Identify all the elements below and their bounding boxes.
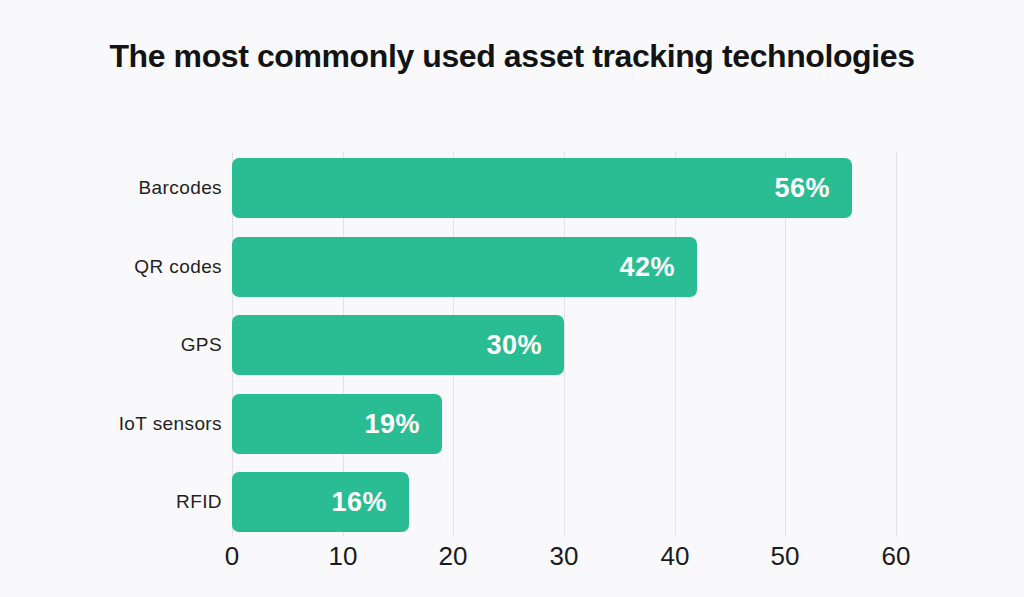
bar: 56% (232, 158, 852, 218)
bar-value-label: 56% (774, 173, 852, 204)
gridline (896, 152, 897, 537)
bar: 16% (232, 472, 409, 532)
bar-value-label: 19% (364, 409, 442, 440)
x-tick-label: 20 (439, 541, 468, 571)
category-label: GPS (0, 315, 222, 375)
category-label: Barcodes (0, 158, 222, 218)
category-label: RFID (0, 472, 222, 532)
bar: 19% (232, 394, 442, 454)
bar-value-label: 42% (619, 252, 697, 283)
bar-value-label: 16% (331, 487, 409, 518)
plot-area: 0 10 20 30 40 50 60 Barcodes 56% QR codes 42% GPS 30… (0, 0, 1024, 597)
x-tick-label: 40 (661, 541, 690, 571)
category-label: IoT sensors (0, 394, 222, 454)
x-tick-label: 50 (771, 541, 800, 571)
category-label: QR codes (0, 237, 222, 297)
x-tick-label: 10 (329, 541, 358, 571)
chart-canvas: The most commonly used asset tracking te… (0, 0, 1024, 597)
bar: 42% (232, 237, 697, 297)
bar-value-label: 30% (486, 330, 564, 361)
x-tick-label: 30 (550, 541, 579, 571)
x-tick-label: 0 (225, 541, 239, 571)
bar: 30% (232, 315, 564, 375)
x-tick-label: 60 (882, 541, 911, 571)
